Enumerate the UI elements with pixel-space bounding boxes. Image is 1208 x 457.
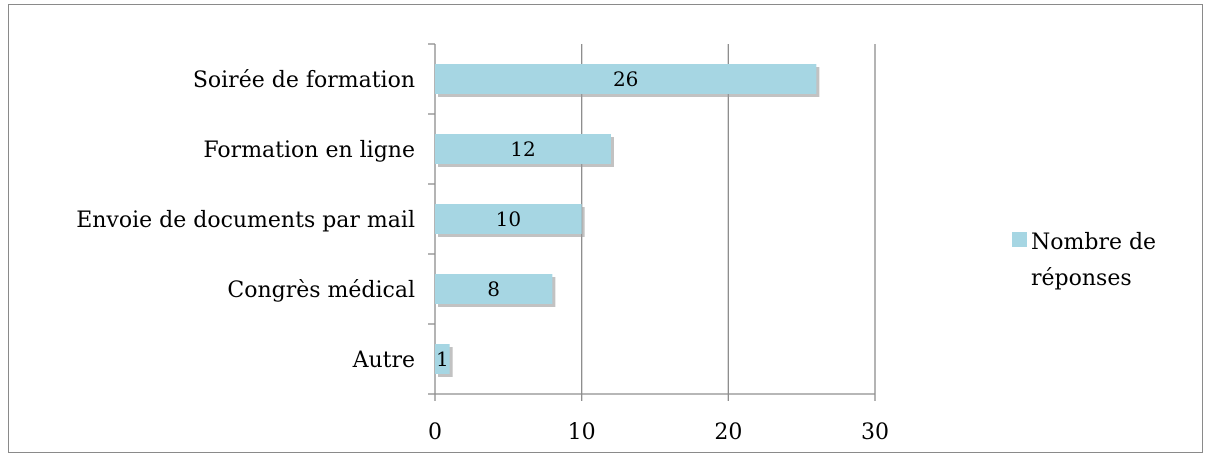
data-label: 26: [613, 67, 638, 91]
legend-swatch: [1012, 232, 1027, 247]
x-tick-label: 0: [428, 420, 442, 445]
bar-2: [435, 204, 582, 234]
labels: 0 10 20 30 Soirée de formation 26 Formation en…: [76, 67, 889, 445]
category-label: Soirée de formation: [193, 68, 415, 93]
category-label: Congrès médical: [227, 278, 415, 303]
bar-chart: 0 10 20 30 Soirée de formation 26 Formation en…: [76, 43, 1156, 445]
axes: [428, 43, 876, 401]
bar-1: [435, 134, 611, 164]
bar-4: [435, 344, 450, 374]
x-tick-label: 10: [568, 420, 596, 445]
x-tick-label: 20: [714, 420, 742, 445]
legend-label-line-2: réponses: [1031, 266, 1132, 291]
data-label: 12: [510, 137, 535, 161]
category-label: Autre: [352, 348, 415, 373]
legend-label-line-1: Nombre de: [1031, 230, 1156, 255]
bars: [435, 64, 820, 377]
legend: Nombre de réponses: [1012, 230, 1156, 291]
bar-3: [435, 274, 553, 304]
bar-0: [435, 64, 817, 94]
data-label: 10: [496, 207, 521, 231]
chart-frame: 0 10 20 30 Soirée de formation 26 Formation en…: [8, 4, 1203, 453]
data-label: 1: [436, 347, 449, 371]
data-label: 8: [487, 277, 500, 301]
category-label: Envoie de documents par mail: [76, 208, 415, 233]
category-label: Formation en ligne: [203, 138, 415, 163]
x-tick-label: 30: [861, 420, 889, 445]
